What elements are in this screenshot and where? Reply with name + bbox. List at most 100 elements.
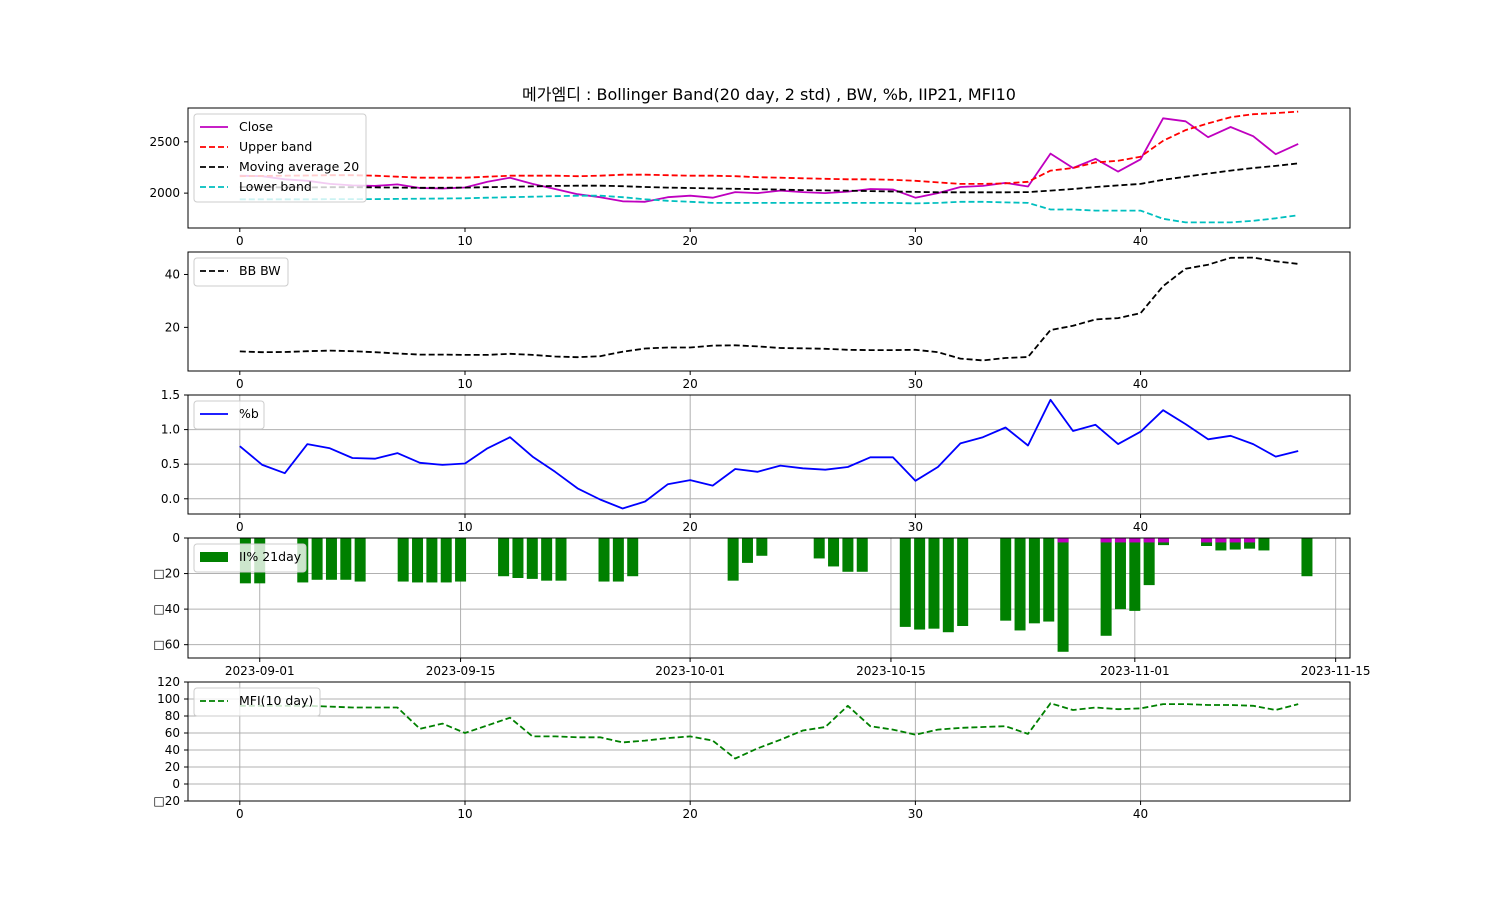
- bar-35: [1043, 538, 1055, 622]
- y-tick-label-pctb-2: 1.0: [161, 423, 180, 437]
- bar-29: [928, 538, 940, 629]
- bar-45: [1244, 538, 1256, 549]
- y-tick-label-iip-1: □20: [153, 567, 180, 581]
- y-tick-label-mfi-4: 60: [165, 726, 180, 740]
- panel-bbw: 0 10 20 30 40 20 40 BB BW: [165, 251, 1351, 391]
- panel-pctb: 0 10 20 30 40 0.0 0.5 1.0 1.5 %b: [161, 388, 1351, 534]
- bar-24: [828, 538, 840, 567]
- accent-bar-0: [1057, 538, 1069, 543]
- accent-bar-7: [1215, 538, 1227, 543]
- axes-frame-bbw: [187, 251, 1351, 372]
- accent-bar-6: [1201, 538, 1213, 543]
- bar-12: [498, 538, 510, 577]
- figure-title: 메가엠디 : Bollinger Band(20 day, 2 std) , B…: [522, 85, 1016, 104]
- y-tick-label-iip-2: □40: [153, 602, 180, 616]
- axes-frame-mfi: [187, 681, 1351, 802]
- bar-21: [741, 538, 753, 563]
- bar-47: [1301, 538, 1313, 577]
- bar-19: [627, 538, 639, 577]
- bar-25: [842, 538, 854, 572]
- accent-bar-4: [1143, 538, 1155, 543]
- x-tick-label-iip-3: 2023-10-15: [856, 664, 926, 678]
- legend-box-pctb: [193, 400, 265, 430]
- x-tick-label-pctb-2: 20: [683, 520, 698, 534]
- legend-box-bbw: [193, 257, 289, 287]
- panel-iip: 2023-09-01 2023-09-15 2023-10-01 2023-10-15…: [153, 531, 1370, 678]
- y-tick-label-pctb-1: 0.5: [161, 457, 180, 471]
- y-tick-label-mfi-7: 120: [157, 675, 180, 689]
- x-tick-label-mfi-1: 10: [457, 807, 472, 821]
- x-tick-label-bollinger-2: 20: [683, 234, 698, 248]
- panel-bollinger: 0 10 20 30 40 2000 2500 Close Upper band Moving a…: [149, 107, 1351, 248]
- y-tick-label-pctb-0: 0.0: [161, 492, 180, 506]
- bar-26: [856, 538, 868, 572]
- bar-32: [1000, 538, 1012, 621]
- bar-16: [555, 538, 567, 581]
- x-tick-label-bbw-0: 0: [236, 377, 244, 391]
- y-tick-label-bollinger-1: 2500: [149, 135, 180, 149]
- bar-33: [1014, 538, 1026, 631]
- x-tick-label-mfi-4: 40: [1133, 807, 1148, 821]
- axes-frame-bollinger: [187, 107, 1351, 229]
- series-line-bbw-0: [239, 256, 1299, 362]
- bar-36: [1057, 538, 1069, 652]
- legend-iip: II% 21day: [193, 543, 307, 573]
- x-tick-label-iip-4: 2023-11-01: [1100, 664, 1170, 678]
- x-tick-label-bbw-4: 40: [1133, 377, 1148, 391]
- x-tick-label-iip-5: 2023-11-15: [1301, 664, 1371, 678]
- bar-15: [541, 538, 553, 581]
- accent-bar-5: [1158, 538, 1170, 543]
- legend-bbw: BB BW: [193, 257, 289, 287]
- legend-box-mfi: [193, 687, 321, 717]
- legend-label-bollinger-2: Moving average 20: [239, 159, 359, 174]
- y-tick-label-bbw-0: 20: [165, 320, 180, 334]
- bar-31: [957, 538, 969, 626]
- bar-13: [512, 538, 524, 578]
- legend-label-pctb-0: %b: [239, 406, 259, 421]
- legend-pctb: %b: [193, 400, 265, 430]
- bar-27: [899, 538, 911, 627]
- accent-bar-1: [1100, 538, 1112, 543]
- bar-39: [1129, 538, 1141, 611]
- series-line-pctb-0: [239, 398, 1299, 510]
- bar-17: [598, 538, 610, 582]
- legend-box-bollinger: [193, 113, 367, 203]
- bar-28: [914, 538, 926, 630]
- legend-label-bbw-0: BB BW: [239, 263, 281, 278]
- y-tick-label-mfi-3: 40: [165, 743, 180, 757]
- bar-44: [1229, 538, 1241, 550]
- y-tick-label-mfi-6: 100: [157, 692, 180, 706]
- x-tick-label-pctb-3: 30: [908, 520, 923, 534]
- bar-8: [412, 538, 424, 583]
- legend-label-bollinger-1: Upper band: [239, 139, 312, 154]
- bar-11: [455, 538, 467, 582]
- x-tick-label-bbw-1: 10: [457, 377, 472, 391]
- x-tick-label-pctb-4: 40: [1133, 520, 1148, 534]
- y-tick-label-mfi-1: 0: [172, 777, 180, 791]
- bar-10: [440, 538, 452, 583]
- bar-6: [354, 538, 366, 582]
- axes-frame-iip: [187, 537, 1351, 659]
- accent-bar-3: [1129, 538, 1141, 543]
- accent-bar-2: [1114, 538, 1126, 543]
- bar-30: [942, 538, 954, 633]
- bar-18: [612, 538, 624, 582]
- accent-bar-9: [1244, 538, 1256, 543]
- bar-3: [311, 538, 323, 580]
- bar-37: [1100, 538, 1112, 636]
- x-tick-label-bollinger-0: 0: [236, 234, 244, 248]
- bar-9: [426, 538, 438, 583]
- axes-frame-pctb: [187, 394, 1351, 515]
- y-tick-label-mfi-2: 20: [165, 760, 180, 774]
- bar-14: [526, 538, 538, 579]
- y-tick-label-iip-0: 0: [172, 531, 180, 545]
- bar-4: [325, 538, 337, 580]
- legend-label-mfi-0: MFI(10 day): [239, 693, 313, 708]
- series-line-mfi-0: [239, 702, 1299, 760]
- y-tick-label-iip-3: □60: [153, 638, 180, 652]
- bar-34: [1028, 538, 1040, 624]
- x-tick-label-iip-1: 2023-09-15: [426, 664, 496, 678]
- legend-label-iip-0: II% 21day: [239, 549, 302, 564]
